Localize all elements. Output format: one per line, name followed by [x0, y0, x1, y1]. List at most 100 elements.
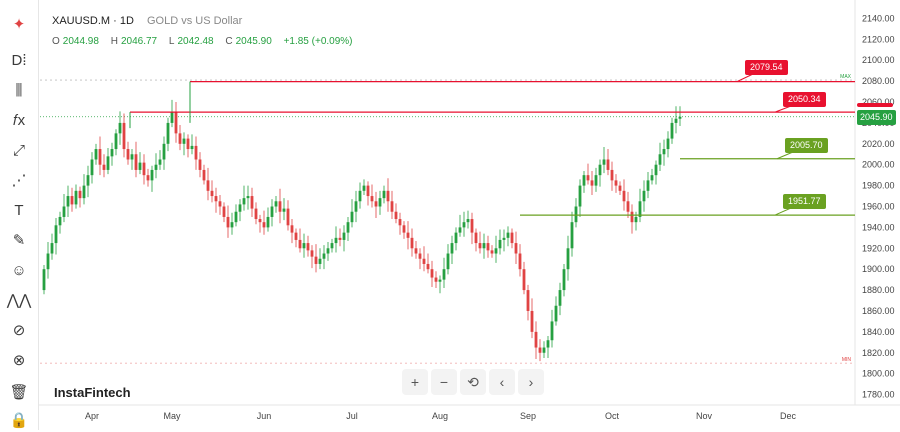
- level-leader-line: [776, 151, 794, 160]
- candle-body: [366, 185, 370, 197]
- price-tick-label: 2140.00: [862, 13, 895, 23]
- candle-body: [82, 185, 86, 199]
- high-value: 2046.77: [120, 36, 158, 47]
- candle-body: [534, 331, 538, 348]
- candle-body: [318, 258, 322, 264]
- candle-body: [358, 190, 362, 202]
- candle-body: [474, 232, 478, 244]
- candle-body: [406, 232, 410, 238]
- open-label: O: [52, 36, 60, 47]
- candle-body: [274, 201, 278, 207]
- pattern-tool-icon[interactable]: ⋀⋀: [6, 292, 32, 309]
- candle-body: [210, 190, 214, 197]
- candle-body: [538, 347, 542, 353]
- level-label: 1951.77: [783, 194, 826, 209]
- candle-body: [94, 149, 98, 160]
- emoji-tool-icon[interactable]: ☺: [11, 262, 27, 279]
- indicators-icon[interactable]: 𝑓x: [12, 112, 26, 129]
- candle-body: [622, 190, 626, 202]
- candle-body: [54, 225, 58, 244]
- close-label: C: [225, 36, 233, 47]
- candle-body: [114, 133, 118, 150]
- candle-body: [126, 149, 130, 160]
- candle-body: [566, 248, 570, 270]
- zoom-out-button[interactable]: −: [431, 369, 457, 395]
- candle-body: [654, 164, 658, 176]
- candle-body: [66, 196, 70, 207]
- candle-body: [446, 253, 450, 270]
- price-tick-label: 1980.00: [862, 181, 895, 191]
- candle-body: [62, 206, 66, 217]
- candle-body: [266, 216, 270, 228]
- cursor-tool-icon[interactable]: D⁞: [11, 52, 27, 69]
- candle-body: [178, 133, 182, 144]
- candle-body: [562, 269, 566, 291]
- candle-body: [166, 122, 170, 144]
- logo-icon[interactable]: ✦: [12, 16, 26, 33]
- price-tick-label: 2020.00: [862, 139, 895, 149]
- candle-body: [434, 277, 438, 282]
- scroll-forward-button[interactable]: ›: [518, 369, 544, 395]
- trend-line-icon[interactable]: ⤢: [12, 142, 25, 159]
- candle-body: [638, 201, 642, 217]
- candle-body: [262, 222, 266, 228]
- candle-body: [310, 250, 314, 257]
- candle-body: [374, 201, 378, 207]
- candle-body: [142, 162, 146, 176]
- hide-drawings-icon[interactable]: ⊗: [12, 352, 26, 369]
- price-tick-label: 1960.00: [862, 202, 895, 212]
- candle-body: [74, 190, 78, 205]
- candle-body: [506, 232, 510, 238]
- price-tick-label: 1940.00: [862, 222, 895, 232]
- magnet-icon[interactable]: ⊘: [12, 322, 26, 339]
- candle-body: [246, 196, 250, 199]
- candle-body: [202, 169, 206, 181]
- candle-body: [138, 162, 142, 170]
- candle-body: [338, 237, 342, 240]
- candle-body: [466, 219, 470, 223]
- candle-body: [490, 250, 494, 254]
- candle-body: [450, 243, 454, 254]
- symbol-title[interactable]: XAUUSD.M · 1D: [52, 15, 134, 27]
- candle-body: [462, 222, 466, 228]
- time-tick-label: Oct: [605, 411, 620, 421]
- candle-body: [350, 211, 354, 223]
- lock-icon[interactable]: 🔒: [9, 412, 29, 429]
- price-tick-label: 2100.00: [862, 55, 895, 65]
- candle-body: [118, 122, 122, 134]
- scroll-back-button[interactable]: ‹: [489, 369, 515, 395]
- candle-body: [150, 169, 154, 181]
- candle-body: [250, 196, 254, 209]
- brush-tool-icon[interactable]: ✎: [12, 232, 26, 249]
- reset-view-button[interactable]: ⟲: [460, 369, 486, 395]
- price-tick-label: 2000.00: [862, 160, 895, 170]
- candles-tool-icon[interactable]: ⫼: [15, 82, 23, 99]
- text-tool-icon[interactable]: T: [14, 202, 24, 219]
- candle-body: [470, 219, 474, 233]
- time-tick-label: Dec: [780, 411, 797, 421]
- candle-body: [426, 263, 430, 270]
- candle-body: [222, 206, 226, 217]
- candle-body: [290, 225, 294, 233]
- candle-body: [542, 347, 546, 353]
- candle-body: [590, 180, 594, 186]
- candle-body: [258, 219, 262, 223]
- candle-body: [194, 145, 198, 160]
- candle-body: [186, 138, 190, 150]
- candle-body: [218, 201, 222, 207]
- zoom-in-button[interactable]: +: [402, 369, 428, 395]
- candle-body: [546, 340, 550, 348]
- candle-body: [526, 290, 530, 311]
- fib-tool-icon[interactable]: ⋰: [11, 172, 27, 189]
- candle-body: [46, 253, 50, 270]
- brand-logo-text: InstaFintech: [54, 385, 131, 400]
- candle-body: [314, 256, 318, 264]
- candle-body: [302, 243, 306, 249]
- candle-body: [630, 211, 634, 223]
- close-value: 2045.90: [235, 36, 272, 47]
- change-value: +1.85 (+0.09%): [283, 36, 353, 47]
- candle-body: [234, 211, 238, 223]
- trash-icon[interactable]: 🗑: [9, 384, 29, 401]
- candle-body: [230, 222, 234, 228]
